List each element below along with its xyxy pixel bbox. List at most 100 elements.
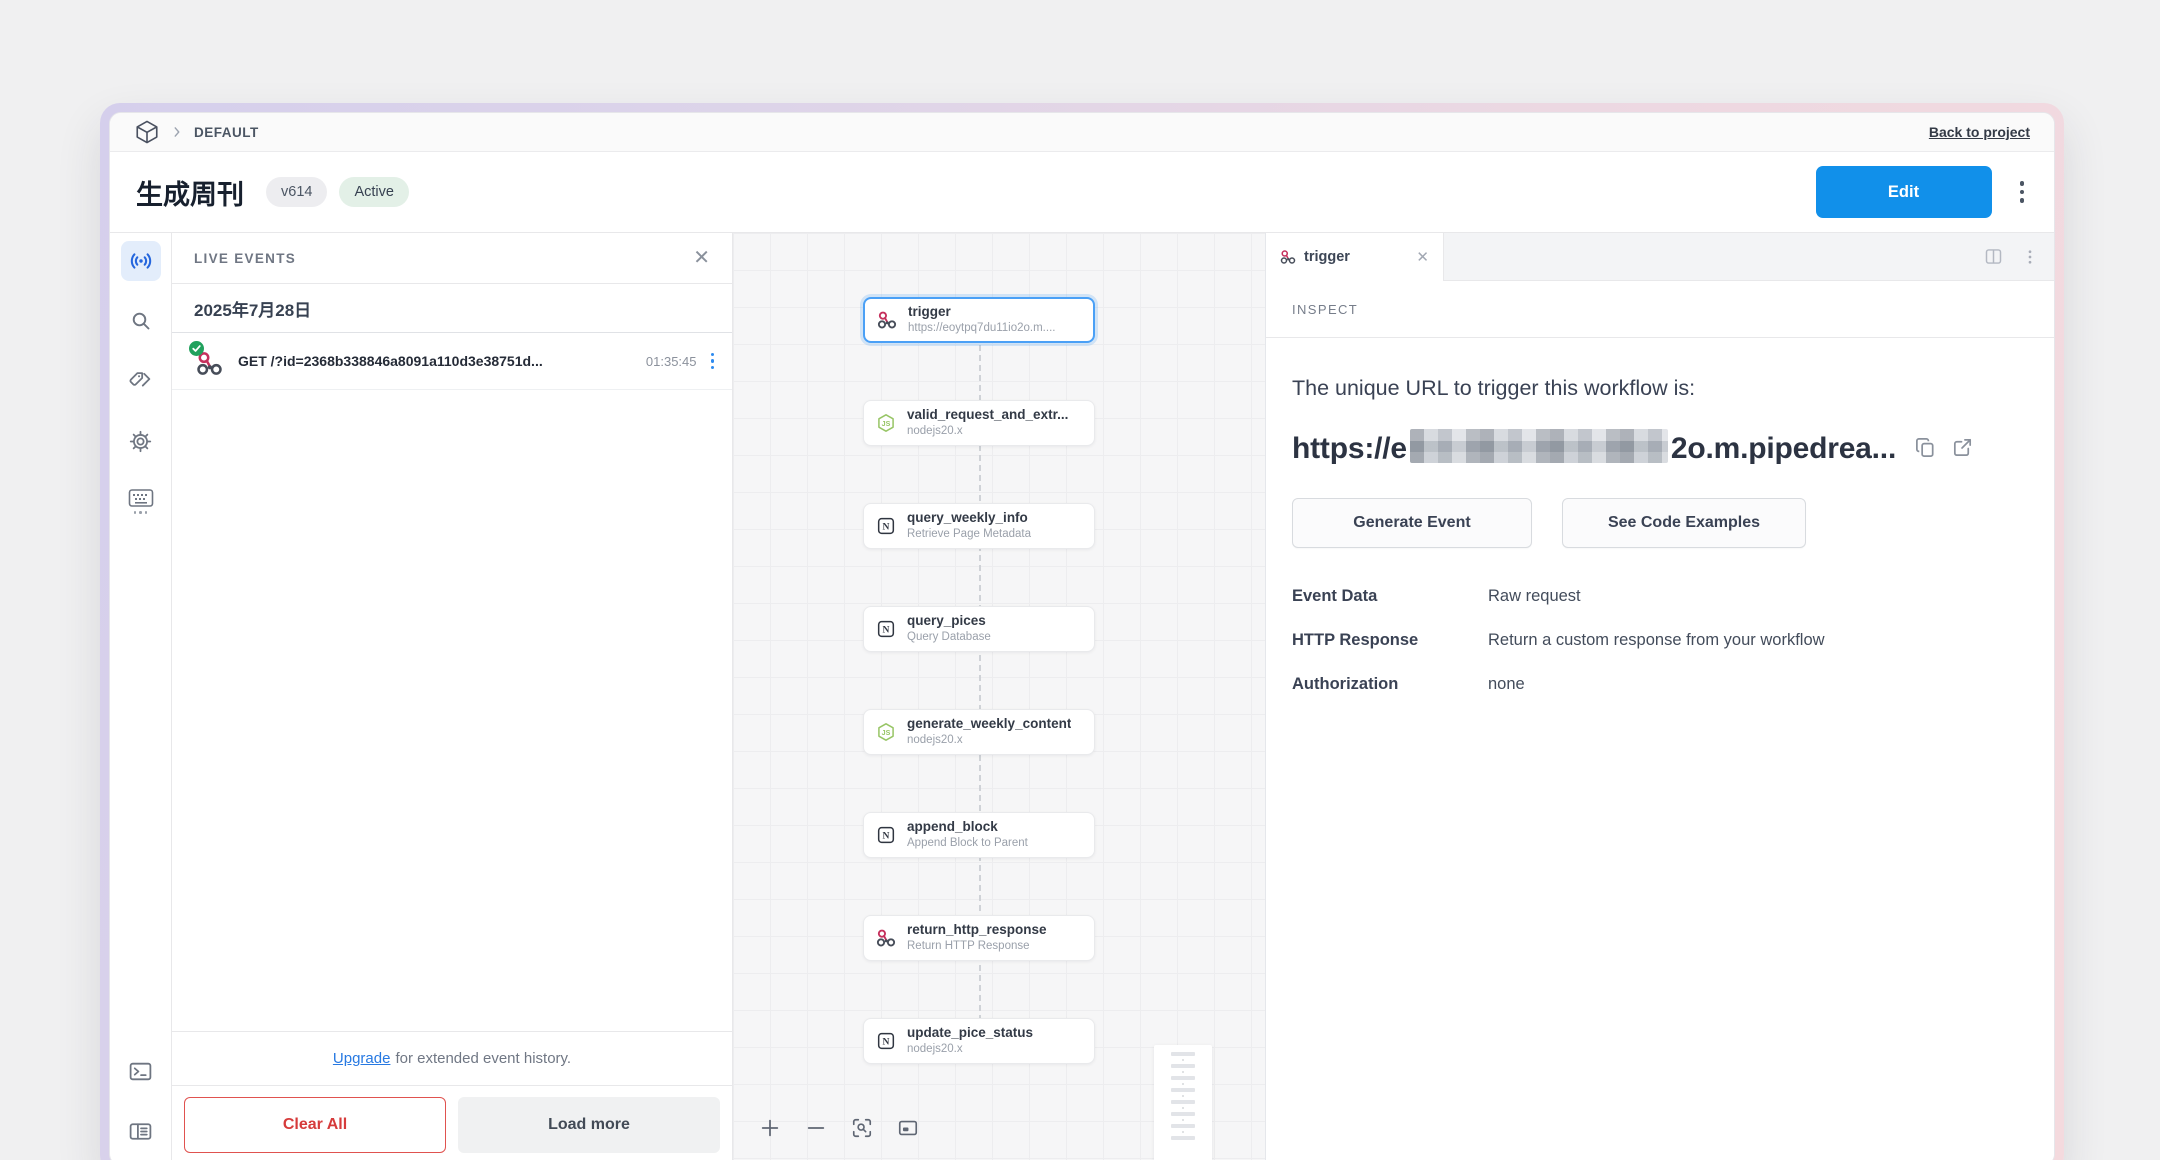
- step-title: trigger: [908, 304, 951, 320]
- breadcrumb-project[interactable]: DEFAULT: [194, 124, 259, 140]
- back-to-project-link[interactable]: Back to project: [1928, 124, 2030, 140]
- webhook-icon: [877, 310, 897, 330]
- event-date-header: 2025年7月28日: [172, 284, 732, 333]
- status-badge: Active: [339, 177, 409, 207]
- minimap-connector-dot: [1182, 1083, 1184, 1085]
- minimap-step-bar: [1171, 1112, 1195, 1116]
- live-events-nav-button[interactable]: [120, 241, 161, 281]
- minimap-connector-dot: [1182, 1059, 1184, 1061]
- close-panel-icon[interactable]: ✕: [693, 247, 710, 269]
- minimap-step-bar: [1171, 1136, 1195, 1140]
- keyboard-icon: [128, 488, 154, 508]
- minimap-connector-dot: [1182, 1071, 1184, 1073]
- tab-trigger[interactable]: trigger ✕: [1266, 233, 1444, 281]
- row-value[interactable]: Return a custom response from your workf…: [1488, 631, 1825, 649]
- svg-text:JS: JS: [882, 729, 891, 737]
- live-events-header: LIVE EVENTS ✕: [172, 233, 732, 284]
- settings-nav-button[interactable]: [121, 421, 161, 461]
- step-title: query_weekly_info: [907, 510, 1028, 526]
- trigger-url-row: https://e 2o.m.pipedrea...: [1292, 429, 2028, 466]
- zoom-in-button[interactable]: [759, 1117, 781, 1139]
- step-subtitle: Retrieve Page Metadata: [907, 528, 1032, 541]
- terminal-nav-button[interactable]: [121, 1051, 161, 1091]
- row-value[interactable]: none: [1488, 675, 1525, 693]
- svg-text:N: N: [883, 831, 890, 842]
- workflow-canvas[interactable]: trigger https://eoytpq7du11io2o.m.... JS va…: [733, 233, 1266, 1160]
- step-title: append_block: [907, 819, 998, 835]
- copy-url-icon[interactable]: [1914, 436, 1937, 459]
- workflow-step-valid_request_and_extr[interactable]: JS valid_request_and_extr... nodejs20.x: [863, 400, 1095, 446]
- close-tab-icon[interactable]: ✕: [1416, 248, 1429, 266]
- minimap-toggle-button[interactable]: [897, 1117, 919, 1139]
- left-icon-rail: [110, 233, 172, 1160]
- event-menu-kebab-icon[interactable]: [707, 349, 719, 374]
- workflow-step-return_http_response[interactable]: return_http_response Return HTTP Response: [863, 915, 1095, 961]
- panel-menu-kebab-icon[interactable]: [2022, 248, 2038, 266]
- step-title: generate_weekly_content: [907, 716, 1072, 732]
- inspector-body: The unique URL to trigger this workflow …: [1266, 338, 2054, 716]
- shortcuts-nav-button[interactable]: [121, 481, 161, 521]
- workflow-step-generate_weekly_content[interactable]: JS generate_weekly_content nodejs20.x: [863, 709, 1095, 755]
- generate-event-button[interactable]: Generate Event: [1292, 498, 1532, 548]
- workflow-step-trigger[interactable]: trigger https://eoytpq7du11io2o.m....: [863, 297, 1095, 343]
- inspect-label: INSPECT: [1292, 301, 1359, 317]
- upgrade-text: for extended event history.: [395, 1050, 572, 1067]
- event-data-row: Event Data Raw request: [1292, 584, 2028, 608]
- svg-text:N: N: [883, 522, 890, 533]
- trigger-config-rows: Event Data Raw request HTTP Response Ret…: [1292, 584, 2028, 696]
- see-code-examples-button[interactable]: See Code Examples: [1562, 498, 1806, 548]
- step-title: query_pices: [907, 613, 986, 629]
- row-value[interactable]: Raw request: [1488, 587, 1581, 605]
- redacted-url-segment: [1409, 429, 1668, 463]
- clear-all-button[interactable]: Clear All: [184, 1097, 446, 1153]
- workflow-header: 生成周刊 v614 Active Edit: [110, 152, 2054, 233]
- chevron-right-icon: [170, 125, 184, 139]
- tags-nav-button[interactable]: [121, 361, 161, 401]
- event-list-item[interactable]: GET /?id=2368b338846a8091a110d3e38751d..…: [172, 333, 732, 390]
- row-label: HTTP Response: [1292, 631, 1419, 649]
- app-window-frame: DEFAULT Back to project 生成周刊 v614 Active…: [100, 103, 2064, 1160]
- step-subtitle: nodejs20.x: [907, 425, 963, 438]
- webhook-icon: [876, 928, 896, 948]
- search-nav-button[interactable]: [121, 301, 161, 341]
- version-badge: v614: [266, 177, 328, 207]
- workflow-minimap[interactable]: [1154, 1045, 1212, 1160]
- nodejs-icon: JS: [876, 722, 896, 742]
- minimap-step-bar: [1171, 1064, 1195, 1068]
- step-connector-line: [979, 345, 981, 1021]
- inspector-tab-bar: trigger ✕: [1266, 233, 2054, 281]
- pipedream-logo-icon[interactable]: [134, 119, 160, 145]
- docs-nav-button[interactable]: [121, 1111, 161, 1151]
- events-actions-bar: Clear All Load more: [172, 1085, 732, 1160]
- split-view-icon[interactable]: [1983, 246, 2004, 267]
- step-subtitle: https://eoytpq7du11io2o.m....: [908, 322, 1056, 335]
- breadcrumb: DEFAULT: [134, 119, 259, 145]
- tab-label: trigger: [1304, 249, 1350, 265]
- main-content: LIVE EVENTS ✕ 2025年7月28日 GET /?id=2368b3…: [110, 233, 2054, 1160]
- upgrade-link[interactable]: Upgrade: [332, 1050, 391, 1067]
- event-time: 01:35:45: [645, 353, 697, 369]
- webhook-icon: [196, 350, 223, 382]
- app-window: DEFAULT Back to project 生成周刊 v614 Active…: [109, 112, 2055, 1160]
- zoom-out-button[interactable]: [805, 1117, 827, 1139]
- load-more-button[interactable]: Load more: [458, 1097, 720, 1153]
- edit-button[interactable]: Edit: [1815, 166, 1992, 218]
- minimap-step-bar: [1171, 1088, 1195, 1092]
- open-url-external-icon[interactable]: [1951, 436, 1974, 459]
- canvas-controls: [759, 1117, 919, 1139]
- minimap-step-bar: [1171, 1076, 1195, 1080]
- inspect-section-header: INSPECT: [1266, 281, 2054, 338]
- minimap-step-bar: [1171, 1124, 1195, 1128]
- inspector-actions: Generate Event See Code Examples: [1292, 498, 2028, 548]
- workflow-menu-kebab-icon[interactable]: [2016, 177, 2029, 207]
- search-icon: [129, 309, 153, 333]
- row-label: Authorization: [1292, 675, 1399, 693]
- notion-icon: N: [876, 619, 896, 639]
- nodejs-icon: JS: [876, 413, 896, 433]
- notion-icon: N: [876, 1031, 896, 1051]
- zoom-to-fit-button[interactable]: [851, 1117, 873, 1139]
